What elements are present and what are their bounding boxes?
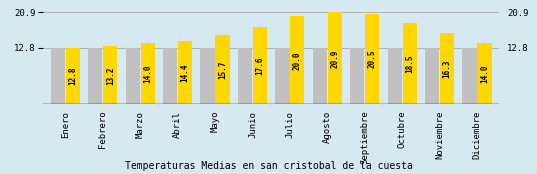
Bar <box>66 48 80 104</box>
Text: 14.4: 14.4 <box>180 63 190 82</box>
Text: 20.9: 20.9 <box>330 49 339 68</box>
Text: 18.5: 18.5 <box>405 54 414 73</box>
Text: 15.7: 15.7 <box>218 61 227 79</box>
Bar <box>215 35 230 104</box>
Bar <box>178 41 192 104</box>
Text: Temperaturas Medias en san cristobal de la cuesta: Temperaturas Medias en san cristobal de … <box>125 161 412 171</box>
Text: 13.2: 13.2 <box>106 66 115 85</box>
Bar <box>291 16 304 104</box>
Text: 17.6: 17.6 <box>256 56 264 75</box>
Bar <box>388 48 402 104</box>
Bar <box>163 48 177 104</box>
Bar <box>275 48 289 104</box>
Bar <box>477 43 491 104</box>
Text: 16.3: 16.3 <box>442 59 452 78</box>
Bar <box>51 48 65 104</box>
Bar <box>462 48 477 104</box>
Bar <box>365 14 379 104</box>
Bar <box>103 46 118 104</box>
Bar <box>313 48 327 104</box>
Bar <box>253 27 267 104</box>
Bar <box>141 43 155 104</box>
Text: 12.8: 12.8 <box>68 67 77 85</box>
Bar <box>238 48 252 104</box>
Text: 14.0: 14.0 <box>480 64 489 83</box>
Text: 20.0: 20.0 <box>293 51 302 70</box>
Bar <box>200 48 215 104</box>
Bar <box>403 23 417 104</box>
Text: 14.0: 14.0 <box>143 64 152 83</box>
Bar <box>126 48 140 104</box>
Bar <box>328 12 342 104</box>
Bar <box>425 48 439 104</box>
Bar <box>350 48 364 104</box>
Bar <box>88 48 103 104</box>
Bar <box>440 33 454 104</box>
Text: 20.5: 20.5 <box>368 50 376 68</box>
